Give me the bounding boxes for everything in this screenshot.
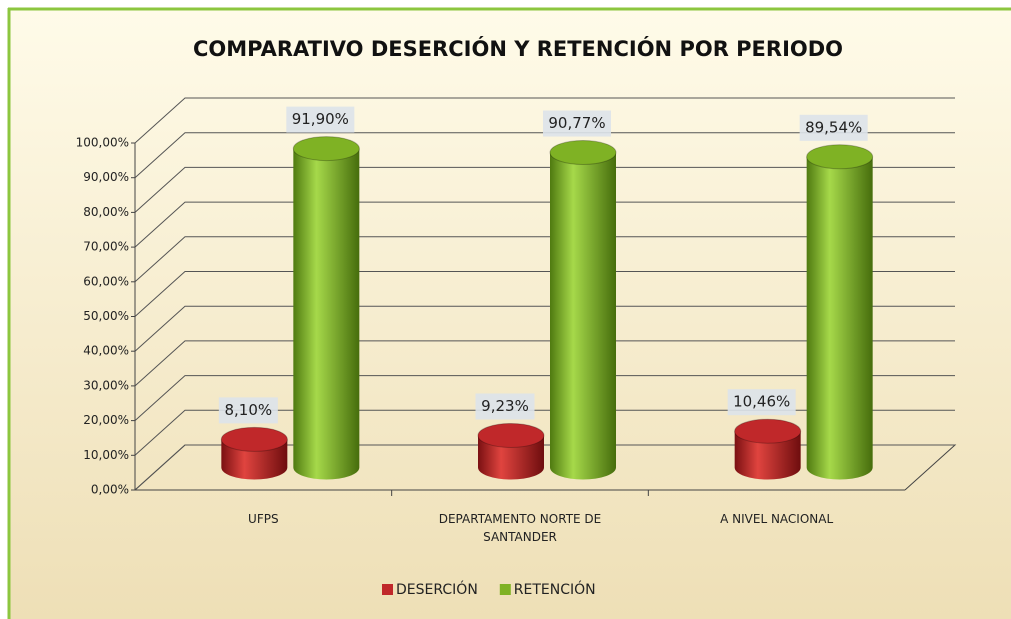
x-tick-label: A NIVEL NACIONAL — [720, 512, 834, 526]
bar — [734, 431, 801, 480]
y-tick-label: 10,00% — [83, 448, 129, 462]
data-label-box — [286, 106, 355, 133]
chart-title: COMPARATIVO DESERCIÓN Y RETENCIÓN POR PE… — [193, 36, 843, 61]
x-tick-label: DEPARTAMENTO NORTE DE SANTANDER — [438, 512, 602, 544]
y-tick-label: 40,00% — [83, 344, 129, 358]
bar — [806, 156, 873, 480]
data-label-box — [218, 397, 278, 424]
y-tick-label: 70,00% — [83, 240, 129, 254]
data-label: 10,46% — [733, 393, 790, 411]
grid-line — [134, 271, 955, 317]
y-tick-label: 60,00% — [83, 274, 129, 288]
grid-line — [134, 201, 955, 248]
grid-line — [134, 236, 955, 283]
bar — [478, 435, 544, 480]
grid-line — [134, 166, 955, 213]
bar-top — [220, 426, 288, 452]
grid-line — [134, 340, 955, 387]
x-tick-label: UFPS — [248, 512, 279, 526]
y-tick-label: 30,00% — [83, 378, 129, 392]
bar-top — [549, 140, 617, 166]
data-label: 8,10% — [225, 401, 273, 419]
grid-line — [134, 97, 955, 144]
bar-top — [477, 422, 545, 448]
grid-line — [134, 375, 955, 421]
grid-line — [134, 305, 955, 352]
legend-label: RETENCIÓN — [514, 580, 596, 598]
legend-label: DESERCIÓN — [396, 580, 478, 598]
grid-line — [134, 409, 955, 456]
data-label: 91,90% — [292, 110, 349, 128]
data-label-box — [799, 114, 868, 141]
bar-top — [806, 144, 874, 170]
y-tick-label: 90,00% — [83, 170, 129, 184]
y-tick-label: 50,00% — [83, 309, 129, 323]
bar-top — [292, 136, 360, 162]
legend-swatch — [499, 584, 511, 595]
legend-swatch — [382, 584, 393, 595]
data-label: 90,77% — [548, 114, 605, 132]
data-label: 89,54% — [805, 118, 862, 136]
data-label: 9,23% — [481, 397, 529, 415]
y-tick-label: 80,00% — [83, 205, 129, 219]
bar-top — [734, 418, 802, 444]
bar — [293, 148, 360, 480]
data-label-box — [727, 389, 796, 416]
y-tick-label: 100,00% — [76, 136, 129, 150]
y-tick-label: 0,00% — [91, 483, 129, 497]
grid-line — [134, 132, 955, 179]
grid-line — [134, 444, 955, 491]
y-tick-label: 20,00% — [83, 413, 129, 427]
data-label-box — [475, 393, 535, 420]
data-label-box — [543, 110, 611, 137]
bar — [550, 152, 616, 480]
